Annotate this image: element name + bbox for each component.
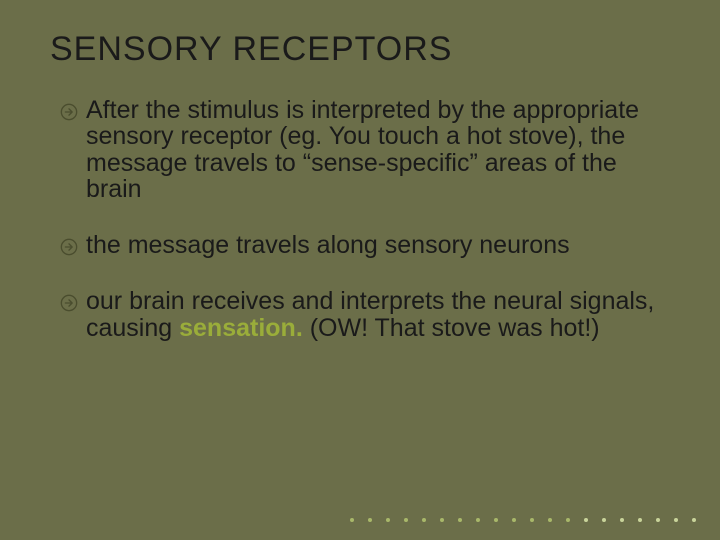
bullet-item: our brain receives and interprets the ne… — [50, 288, 670, 341]
bullet-text: our brain receives and interprets the ne… — [86, 288, 670, 341]
bullet-arrow-icon — [60, 103, 80, 123]
bullet-arrow-icon — [60, 238, 80, 258]
bullet-text: After the stimulus is interpreted by the… — [86, 97, 670, 202]
bullet-text: the message travels along sensory neuron… — [86, 232, 570, 258]
bullet-arrow-icon — [60, 294, 80, 314]
bullet-item: the message travels along sensory neuron… — [50, 232, 670, 258]
bullet-item: After the stimulus is interpreted by the… — [50, 97, 670, 202]
decorative-dots — [350, 518, 696, 522]
slide-title: SENSORY RECEPTORS — [50, 30, 670, 69]
slide: SENSORY RECEPTORS After the stimulus is … — [0, 0, 720, 540]
